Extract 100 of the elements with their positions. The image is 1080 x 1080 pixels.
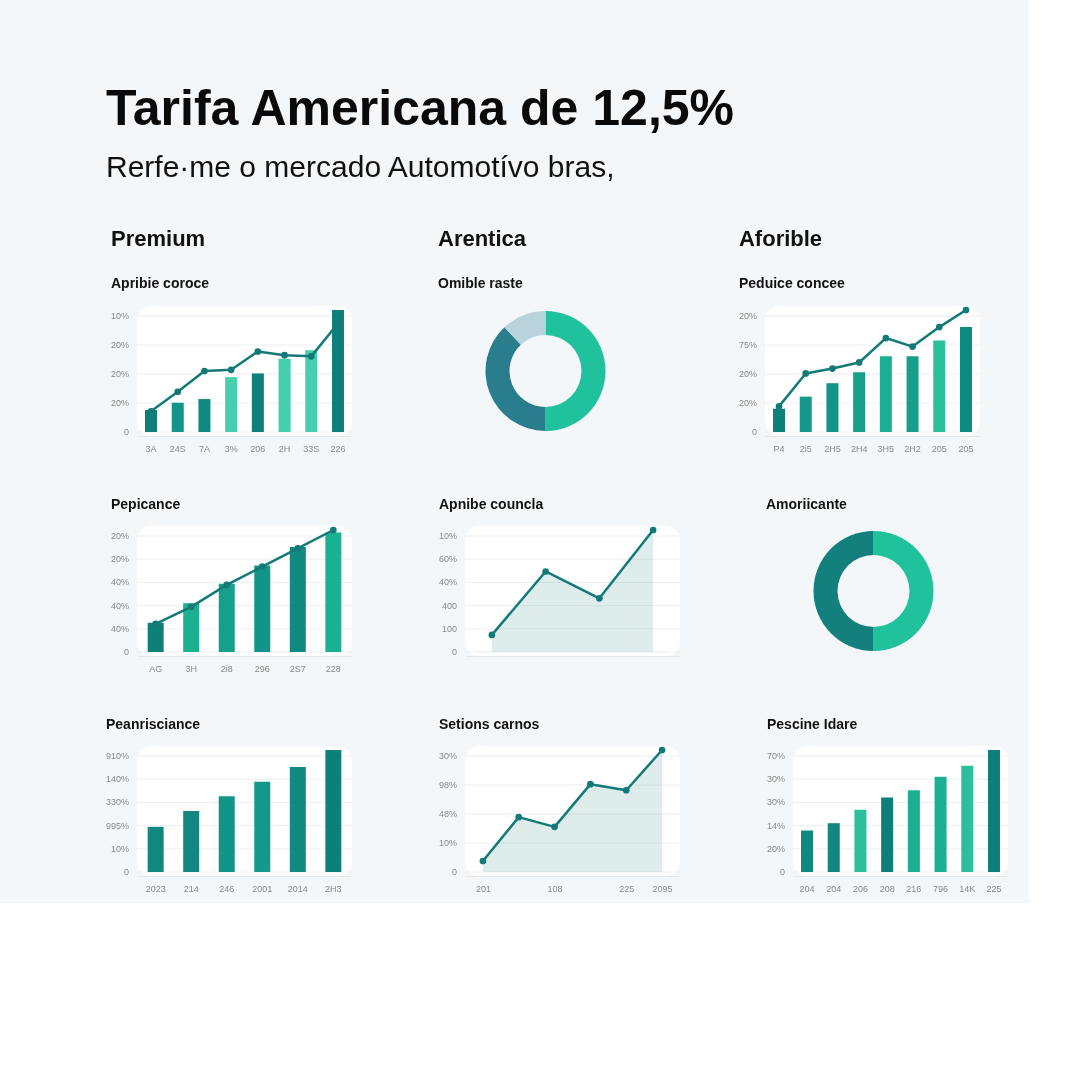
bar	[171, 402, 184, 432]
text: 40%	[110, 600, 129, 611]
point	[258, 563, 266, 570]
bar	[906, 356, 919, 432]
x-tick-label: 2H2	[904, 443, 921, 454]
x-tick-label: 226	[330, 443, 346, 454]
x-tick-label: 225	[619, 883, 635, 894]
bar	[254, 565, 271, 652]
chart-title: Pescine Idare	[766, 716, 858, 732]
bar	[799, 396, 812, 432]
point	[254, 348, 262, 355]
text: 20%	[738, 311, 757, 322]
text: 910%	[105, 751, 129, 762]
x-tick-label: 796	[933, 883, 949, 894]
point	[479, 857, 487, 865]
donut-slice	[873, 531, 934, 651]
x-tick-label: 246	[219, 883, 235, 894]
bar	[961, 765, 974, 872]
x-tick-label: 2023	[145, 883, 166, 894]
text: 0	[451, 867, 457, 877]
bar	[987, 750, 1000, 872]
x-tick-label: 108	[547, 883, 563, 894]
point	[227, 366, 235, 374]
x-tick-label: 204	[799, 883, 815, 894]
x-tick-label: 24S	[169, 443, 186, 454]
x-tick-label: 3H5	[877, 443, 895, 454]
text: 0	[779, 867, 785, 877]
x-tick-label: 205	[958, 443, 974, 454]
text: 0	[123, 647, 129, 657]
point	[882, 334, 890, 342]
point	[962, 306, 970, 314]
text: 995%	[105, 820, 129, 831]
x-tick-label: 14K	[959, 883, 976, 894]
text: 20%	[110, 369, 129, 380]
text: 40%	[110, 577, 129, 588]
text: 20%	[110, 554, 129, 565]
point	[488, 631, 496, 639]
point	[829, 365, 836, 372]
chart-title: Pepicance	[110, 496, 181, 512]
x-tick-label: 2095	[652, 883, 673, 894]
bar	[198, 399, 211, 432]
x-tick-label: 2H3	[325, 883, 342, 894]
point	[802, 370, 810, 377]
text: 30%	[438, 751, 457, 762]
point	[294, 544, 302, 552]
point	[307, 353, 315, 360]
bar	[907, 790, 920, 872]
text: 60%	[438, 554, 457, 565]
point	[201, 367, 208, 375]
x-tick-label: 2H4	[850, 443, 868, 454]
x-tick-label: 7A	[198, 443, 210, 454]
text: 20%	[110, 340, 129, 351]
chart-title: Apnibe councla	[438, 496, 544, 512]
text: 30%	[766, 774, 785, 785]
bar	[827, 823, 840, 872]
point	[542, 568, 549, 575]
x-tick-label: 2H	[278, 443, 291, 454]
text: 20%	[766, 843, 785, 854]
bar	[853, 372, 866, 432]
bar	[289, 547, 306, 652]
text: 0	[751, 427, 757, 437]
point	[515, 813, 523, 821]
point	[187, 603, 195, 611]
text: 0	[123, 867, 129, 877]
chart-title: Setions carnos	[438, 716, 540, 732]
point	[281, 351, 288, 359]
bar	[183, 811, 200, 872]
bar	[289, 767, 306, 872]
text: 10%	[438, 838, 457, 849]
chart-title: Peanrisciance	[105, 716, 201, 732]
x-tick-label: 3%	[224, 443, 238, 454]
text: 70%	[766, 751, 785, 762]
bar	[183, 603, 200, 652]
x-tick-label: 205	[931, 443, 947, 454]
x-tick-label: AG	[149, 663, 163, 674]
bar	[225, 377, 238, 432]
bar	[325, 532, 342, 652]
x-tick-label: 216	[906, 883, 922, 894]
x-tick-label: 3A	[145, 443, 157, 454]
x-tick-label: 228	[325, 663, 341, 674]
chart-subtitle: Peduice concee	[738, 275, 846, 291]
text: Tarifa Americana de 12,5%	[105, 80, 735, 136]
bar	[881, 797, 894, 872]
point	[174, 388, 182, 396]
donut-slice	[504, 311, 546, 345]
point	[909, 343, 916, 350]
point	[551, 823, 558, 831]
chart-title: Arentica	[438, 226, 527, 251]
text: 400	[441, 600, 457, 611]
donut-slice	[813, 531, 874, 651]
bar	[218, 796, 235, 872]
x-tick-label: 206	[852, 883, 868, 894]
text: 0	[123, 427, 129, 437]
x-tick-label: 296	[254, 663, 270, 674]
bar	[933, 340, 946, 432]
donut-slice	[485, 327, 546, 431]
x-tick-label: P4	[773, 443, 785, 454]
point	[622, 786, 630, 794]
text: 20%	[110, 531, 129, 542]
bar	[251, 373, 264, 432]
